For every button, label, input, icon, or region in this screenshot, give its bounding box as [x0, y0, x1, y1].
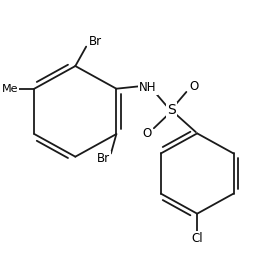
Text: NH: NH — [139, 81, 157, 94]
Text: Me: Me — [2, 84, 18, 94]
Text: O: O — [142, 127, 151, 140]
Text: Br: Br — [97, 152, 110, 165]
Text: Cl: Cl — [191, 232, 203, 245]
Text: S: S — [167, 103, 176, 117]
Text: Br: Br — [89, 35, 102, 48]
Text: O: O — [189, 80, 198, 93]
